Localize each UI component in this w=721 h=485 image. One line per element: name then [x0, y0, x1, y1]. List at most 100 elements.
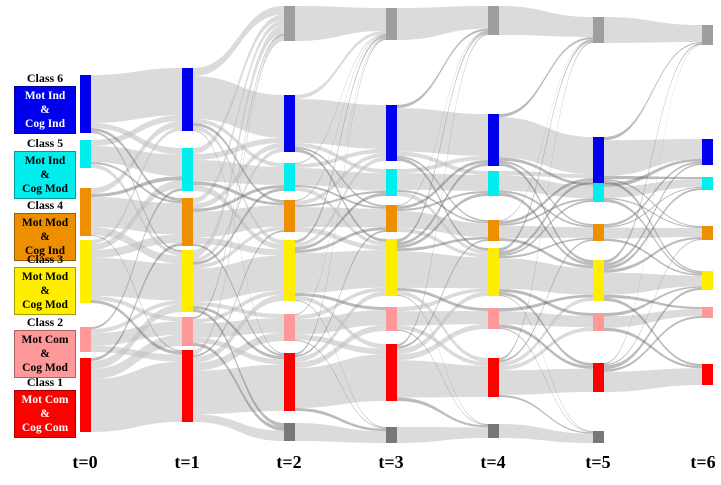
- sankey-flow: [295, 34, 386, 202]
- sankey-flow: [604, 188, 702, 270]
- sankey-flow: [397, 157, 488, 251]
- sankey-flow: [91, 128, 182, 202]
- sankey-flow: [397, 189, 488, 224]
- sankey-flow: [397, 173, 488, 191]
- sankey-flow: [193, 185, 284, 250]
- sankey-flow: [397, 193, 488, 249]
- sankey-flow: [193, 33, 284, 320]
- sankey-flow: [499, 117, 593, 175]
- sankey-flow: [91, 304, 182, 370]
- sankey-flow: [499, 37, 593, 118]
- sankey-node-t2-b: [284, 95, 295, 152]
- sankey-node-t1-b: [182, 68, 193, 131]
- sankey-flow: [295, 149, 386, 242]
- time-label-0: t=0: [72, 452, 98, 472]
- sankey-flow: [499, 258, 593, 295]
- sankey-flow: [91, 258, 182, 301]
- sankey-flow: [397, 191, 488, 211]
- sankey-flow: [604, 239, 702, 366]
- sankey-flow: [604, 327, 702, 369]
- sankey-node-t4-o: [488, 220, 499, 241]
- sankey-flow: [397, 287, 488, 311]
- sankey-flow: [193, 14, 284, 154]
- class-box-5: Mot Ind & Cog Mod: [14, 151, 76, 199]
- sankey-flow: [193, 129, 284, 355]
- class-block-3: Class 3 Mot Mod & Cog Mod: [14, 253, 76, 315]
- sankey-flow: [499, 237, 593, 259]
- sankey-flow: [397, 6, 488, 40]
- sankey-flow: [499, 178, 593, 224]
- sankey-flow: [604, 237, 702, 273]
- sankey-flow: [499, 239, 593, 363]
- sankey-node-t3-p: [386, 307, 397, 331]
- sankey-node-t0-p: [80, 327, 91, 352]
- sankey-flow: [91, 345, 182, 362]
- sankey-flow: [499, 368, 593, 395]
- sankey-flow: [397, 156, 488, 174]
- sankey-node-t2-x: [284, 423, 295, 441]
- sankey-flow: [499, 225, 593, 239]
- sankey-flow: [193, 185, 284, 212]
- sankey-flow: [91, 131, 182, 252]
- sankey-flow: [499, 311, 593, 328]
- sankey-flow: [91, 296, 182, 322]
- sankey-flow: [91, 300, 182, 355]
- sankey-flow: [604, 179, 702, 227]
- sankey-flow: [295, 35, 386, 243]
- class-title-4: Class 4: [26, 198, 64, 212]
- sankey-flow: [397, 324, 488, 361]
- sankey-flow: [499, 288, 593, 316]
- sankey-flow: [499, 198, 593, 226]
- sankey-node-t3-r: [386, 344, 397, 401]
- sankey-flow: [499, 424, 593, 443]
- sankey-node-t5-x: [593, 431, 604, 443]
- sankey-node-t4-x: [488, 424, 499, 438]
- sankey-flow: [91, 123, 182, 155]
- sankey-flow: [499, 327, 593, 371]
- sankey-flow: [604, 187, 702, 228]
- sankey-flow: [499, 157, 593, 186]
- class-box-2: Mot Com & Cog Mod: [14, 330, 76, 378]
- sankey-flow: [604, 179, 702, 198]
- class-box-3: Mot Mod & Cog Mod: [14, 267, 76, 315]
- sankey-node-t2-r: [284, 353, 295, 411]
- sankey-flow: [397, 163, 488, 246]
- sankey-flow: [397, 155, 488, 222]
- sankey-flow: [295, 423, 386, 443]
- sankey-node-t1-y: [182, 250, 193, 312]
- sankey-flow: [295, 287, 386, 320]
- sankey-flow: [193, 147, 284, 262]
- sankey-flow: [604, 41, 702, 141]
- sankey-flow: [295, 30, 386, 99]
- sankey-flow: [604, 316, 702, 372]
- sankey-flow: [193, 19, 284, 204]
- sankey-flow: [397, 294, 488, 425]
- sankey-flow: [499, 162, 593, 263]
- sankey-flow: [604, 238, 702, 276]
- sankey-node-t0-o: [80, 188, 91, 236]
- sankey-flow: [295, 300, 386, 428]
- sankey-node-t3-o: [386, 205, 397, 232]
- sankey-flow: [499, 291, 593, 366]
- sankey-flow: [91, 121, 182, 194]
- sankey-flow: [193, 364, 284, 415]
- sankey-flow: [604, 287, 702, 370]
- sankey-flow: [397, 360, 488, 398]
- sankey-flow: [295, 190, 386, 207]
- sankey-flow: [193, 226, 284, 269]
- sankey-flow: [193, 306, 284, 360]
- sankey-flow: [499, 41, 593, 361]
- time-label-4: t=4: [480, 452, 506, 472]
- sankey-node-t2-c: [284, 163, 295, 191]
- time-label-5: t=5: [585, 452, 611, 472]
- sankey-flow: [295, 227, 386, 253]
- sankey-flow: [499, 39, 593, 221]
- sankey-flow: [193, 181, 284, 206]
- sankey-flow: [604, 158, 702, 188]
- sankey-flow: [397, 30, 488, 206]
- sankey-flow: [397, 311, 488, 326]
- sankey-flow: [91, 176, 182, 197]
- sankey-flow: [295, 334, 386, 355]
